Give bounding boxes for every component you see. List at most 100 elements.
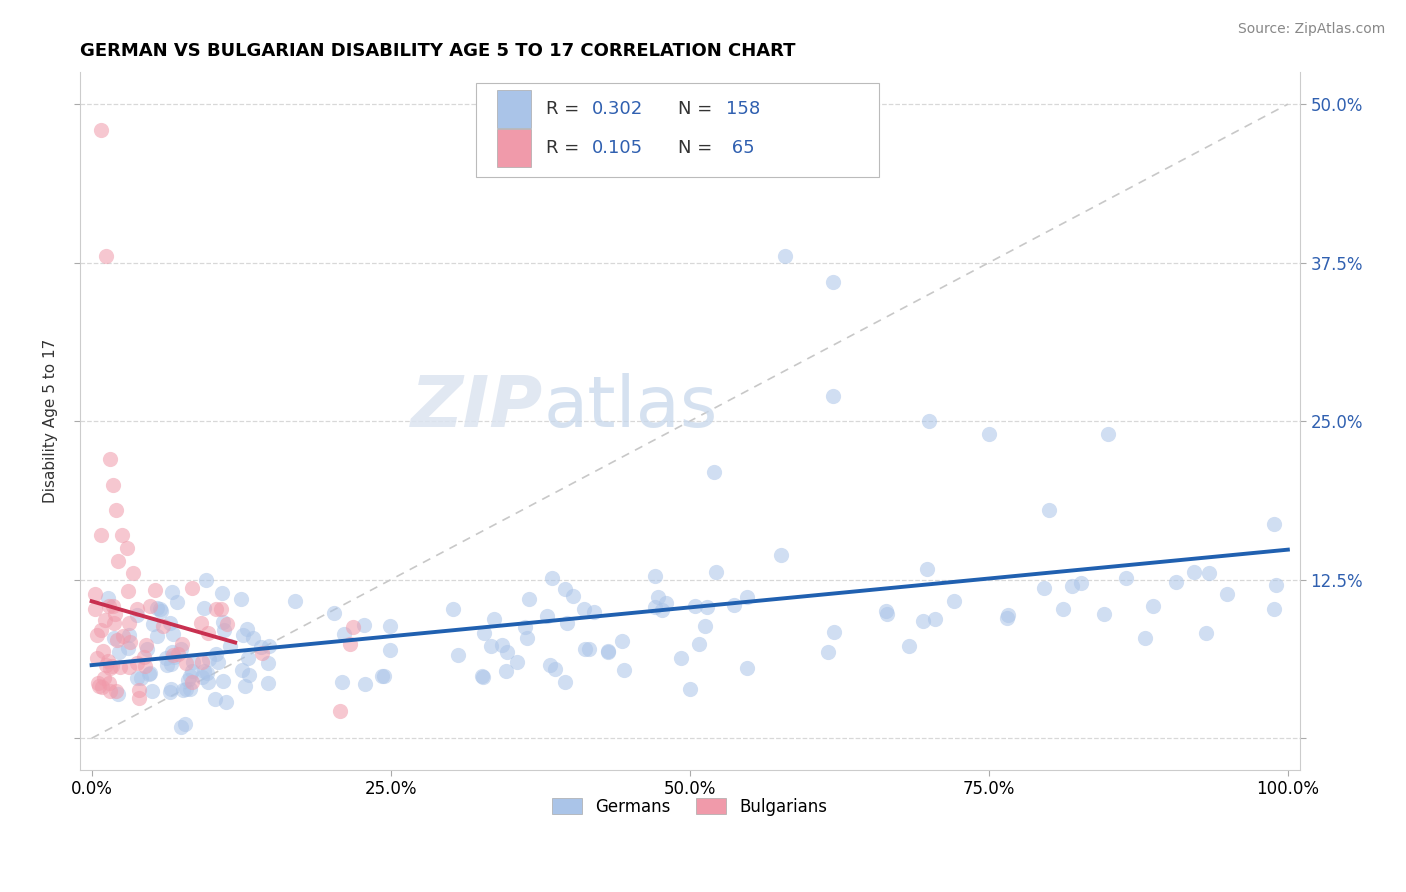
Point — [572, 601, 595, 615]
Point — [211, 586, 233, 600]
Point — [139, 666, 162, 681]
Point — [474, 626, 496, 640]
Point — [231, 663, 253, 677]
Point — [98, 661, 121, 675]
Legend: Germans, Bulgarians: Germans, Bulgarians — [544, 789, 835, 824]
Point — [197, 675, 219, 690]
Text: 0.105: 0.105 — [592, 139, 644, 157]
Point — [479, 639, 502, 653]
Point — [111, 629, 134, 643]
Point — [769, 548, 792, 562]
Point — [98, 452, 121, 467]
Point — [515, 620, 537, 634]
Point — [150, 605, 173, 619]
Point — [98, 675, 121, 690]
Text: 65: 65 — [727, 139, 755, 157]
Point — [284, 594, 307, 608]
Point — [942, 594, 965, 608]
Point — [378, 642, 401, 657]
Point — [136, 641, 159, 656]
Point — [723, 598, 745, 612]
Point — [495, 664, 517, 678]
Point — [924, 612, 946, 626]
Point — [149, 602, 172, 616]
Point — [135, 638, 157, 652]
Point — [110, 528, 132, 542]
Point — [170, 637, 193, 651]
Point — [651, 603, 673, 617]
Point — [170, 720, 193, 734]
Point — [101, 658, 124, 673]
Text: 158: 158 — [727, 100, 761, 118]
Text: GERMAN VS BULGARIAN DISABILITY AGE 5 TO 17 CORRELATION CHART: GERMAN VS BULGARIAN DISABILITY AGE 5 TO … — [80, 42, 796, 60]
Point — [562, 590, 585, 604]
Point — [574, 642, 596, 657]
Point — [163, 649, 186, 664]
Point — [578, 641, 600, 656]
Point — [875, 604, 897, 618]
Point — [1097, 426, 1119, 441]
Text: 0.302: 0.302 — [592, 100, 644, 118]
Point — [125, 602, 148, 616]
Point — [735, 661, 758, 675]
Point — [1060, 580, 1083, 594]
Point — [167, 647, 190, 661]
Point — [238, 668, 260, 682]
Point — [84, 602, 107, 616]
Point — [232, 628, 254, 642]
Point — [93, 671, 115, 685]
Text: Source: ZipAtlas.com: Source: ZipAtlas.com — [1237, 22, 1385, 37]
Point — [143, 583, 166, 598]
Point — [912, 615, 935, 629]
Point — [696, 599, 718, 614]
Point — [212, 673, 235, 688]
Point — [644, 599, 666, 614]
Point — [339, 637, 361, 651]
Point — [142, 616, 165, 631]
Text: N =: N = — [678, 100, 717, 118]
Point — [679, 681, 702, 696]
Point — [1032, 581, 1054, 595]
Point — [229, 592, 252, 607]
Point — [90, 528, 112, 542]
Point — [118, 635, 141, 649]
Point — [146, 600, 169, 615]
Point — [441, 602, 464, 616]
Point — [127, 607, 149, 622]
Point — [180, 581, 202, 595]
Point — [207, 655, 229, 669]
Point — [104, 684, 127, 698]
Text: R =: R = — [546, 100, 585, 118]
Point — [1038, 503, 1060, 517]
Point — [342, 620, 364, 634]
Point — [876, 607, 898, 621]
Point — [190, 655, 212, 669]
FancyBboxPatch shape — [496, 89, 531, 128]
Point — [242, 632, 264, 646]
Point — [1198, 566, 1220, 581]
Point — [256, 676, 278, 690]
Point — [162, 627, 184, 641]
Point — [91, 643, 114, 657]
Text: R =: R = — [546, 139, 585, 157]
Point — [176, 673, 198, 687]
Point — [159, 615, 181, 630]
Point — [122, 566, 145, 581]
Point — [190, 616, 212, 631]
Point — [101, 477, 124, 491]
Point — [174, 656, 197, 670]
Point — [172, 683, 194, 698]
Point — [179, 682, 201, 697]
Point — [373, 669, 395, 683]
Point — [162, 585, 184, 599]
Point — [90, 680, 112, 694]
Point — [557, 615, 579, 630]
Point — [197, 651, 219, 665]
Point — [669, 651, 692, 665]
Point — [97, 591, 120, 605]
Point — [817, 645, 839, 659]
Point — [693, 619, 716, 633]
Point — [97, 654, 120, 668]
Point — [141, 684, 163, 698]
Point — [134, 649, 156, 664]
